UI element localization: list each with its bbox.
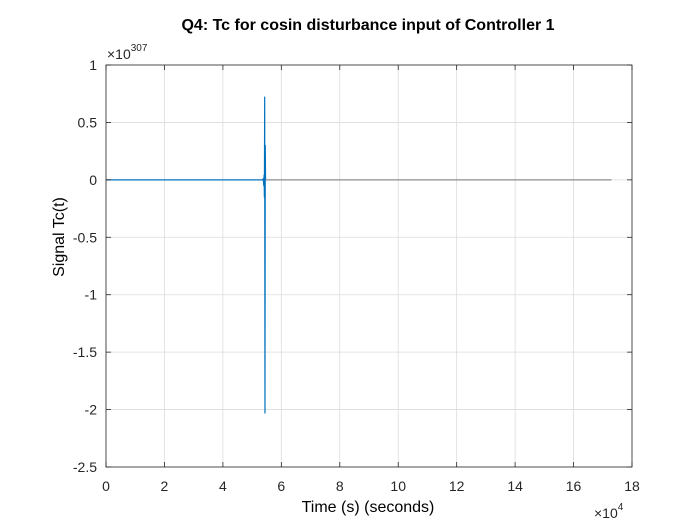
x-tick-label: 4 xyxy=(219,478,227,494)
x-axis-label: Time (s) (seconds) xyxy=(302,499,435,516)
x-tick-label: 10 xyxy=(390,478,406,494)
y-tick-labels: 1 0.5 0 -0.5 -1 -1.5 -2 -2.5 xyxy=(73,57,97,475)
y-tick-label: 0.5 xyxy=(78,114,98,130)
axes-box xyxy=(105,64,633,468)
x-multiplier-base: ×10 xyxy=(594,505,618,521)
x-tick-labels: 0 2 4 6 8 10 12 14 16 18 xyxy=(102,478,640,494)
y-tick-label: -1 xyxy=(85,287,98,303)
y-tick-label: 0 xyxy=(89,172,97,188)
x-tick-label: 12 xyxy=(449,478,465,494)
y-tick-label: -1.5 xyxy=(73,344,97,360)
data-series-group xyxy=(106,96,612,414)
x-tick-label: 2 xyxy=(161,478,169,494)
chart-title: Q4: Tc for cosin disturbance input of Co… xyxy=(181,17,554,34)
x-multiplier-exponent: 4 xyxy=(618,502,624,513)
y-tick-label: -0.5 xyxy=(73,229,97,245)
y-tick-label: -2.5 xyxy=(73,459,97,475)
x-tick-label: 18 xyxy=(624,478,640,494)
series-line-1 xyxy=(106,96,267,414)
x-tick-label: 16 xyxy=(566,478,582,494)
x-axis-multiplier: ×104 xyxy=(594,502,624,521)
x-tick-label: 0 xyxy=(102,478,110,494)
y-tick-label: -2 xyxy=(85,402,98,418)
tick-marks xyxy=(105,64,633,468)
y-multiplier-base: ×10 xyxy=(107,46,131,62)
y-tick-label: 1 xyxy=(89,57,97,73)
y-axis-multiplier: ×10307 xyxy=(107,43,148,62)
x-tick-label: 6 xyxy=(277,478,285,494)
y-multiplier-exponent: 307 xyxy=(131,43,148,54)
x-tick-label: 8 xyxy=(336,478,344,494)
x-tick-label: 14 xyxy=(507,478,523,494)
y-axis-label: Signal Tc(t) xyxy=(51,197,68,277)
